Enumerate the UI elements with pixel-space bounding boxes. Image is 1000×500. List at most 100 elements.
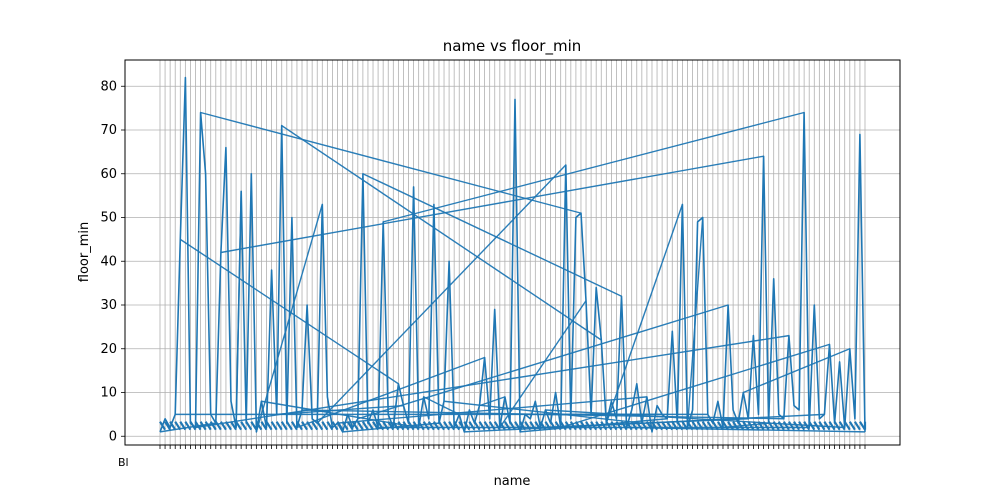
series-segment <box>610 421 618 431</box>
series-segment <box>600 421 608 431</box>
series-segment <box>722 421 729 431</box>
series-segment <box>635 421 643 431</box>
series-segment <box>281 125 602 341</box>
series-segment <box>204 421 212 431</box>
series-segment <box>341 421 349 431</box>
series-segment <box>195 334 790 429</box>
series-segment <box>848 421 856 431</box>
series-segment <box>615 421 623 431</box>
series-segment <box>382 111 805 223</box>
series-segment <box>498 421 506 431</box>
series-segment <box>255 421 263 431</box>
series-segment <box>701 421 709 431</box>
series-segment <box>377 421 385 431</box>
series-segment <box>630 421 638 431</box>
series-segment <box>255 204 323 433</box>
series-segment <box>590 421 598 431</box>
series-segment <box>402 421 410 431</box>
series-segment <box>337 396 647 424</box>
series-segment <box>549 421 557 431</box>
series-segment <box>574 421 582 431</box>
series-segment <box>605 421 613 431</box>
y-axis: 0 10 20 30 40 50 60 70 80 <box>100 79 125 444</box>
series-segment <box>743 348 851 394</box>
series-segment <box>544 421 552 431</box>
series-segment <box>777 421 785 431</box>
series-segment <box>296 356 485 429</box>
series-segment <box>483 421 491 431</box>
series-segment <box>235 191 242 428</box>
series-segment <box>564 421 572 431</box>
series-segment <box>823 421 831 431</box>
series-segment <box>290 421 298 431</box>
series-segment <box>493 421 501 431</box>
plot-area <box>124 59 901 446</box>
series-segment <box>686 217 704 428</box>
y-tick-label: 50 <box>100 211 117 226</box>
series-segment <box>488 421 496 431</box>
series-segment <box>387 421 395 431</box>
series-segment <box>478 421 486 431</box>
series-segment <box>179 238 399 385</box>
series-segment <box>189 421 197 431</box>
series-segment <box>321 421 329 431</box>
series-segment <box>569 421 577 431</box>
series-segment <box>382 421 390 431</box>
series-segment <box>813 421 821 431</box>
series-segment <box>397 421 405 431</box>
series-segment <box>787 421 795 431</box>
series-segment <box>443 400 642 424</box>
series-segment <box>311 421 319 431</box>
series-segment <box>285 421 293 431</box>
series-segment <box>432 421 440 431</box>
series-segment <box>280 421 288 431</box>
series-segment <box>681 421 689 431</box>
series-segment <box>767 421 775 431</box>
series-segment <box>458 421 466 431</box>
series-segment <box>200 111 582 214</box>
series-segment <box>686 421 694 431</box>
series-segment <box>595 421 603 431</box>
series-segment <box>737 421 745 431</box>
series-segment <box>275 421 283 431</box>
series-segment <box>412 421 420 431</box>
series-segment <box>803 421 811 431</box>
series-segment <box>164 421 172 431</box>
series-segment <box>336 421 344 431</box>
series-segment <box>270 421 278 431</box>
series-segment <box>585 421 593 431</box>
series-segment <box>473 421 481 431</box>
series-segment <box>209 421 217 431</box>
series-segment <box>184 421 192 431</box>
series-segment <box>640 421 648 431</box>
series-segment <box>306 421 314 431</box>
series-segment <box>169 421 177 431</box>
series-segment <box>179 421 187 431</box>
series-segment <box>540 418 749 429</box>
series-segment <box>651 421 658 431</box>
x-tick-label: Bl <box>118 456 129 469</box>
series-segment <box>620 421 628 431</box>
series-segment <box>361 421 369 431</box>
series-segment <box>716 421 724 431</box>
series-segment <box>772 421 780 431</box>
series-segment <box>534 421 542 431</box>
y-tick-label: 80 <box>100 79 117 94</box>
series-segment <box>519 421 527 431</box>
series-segment <box>645 421 653 431</box>
series-segment <box>509 421 516 431</box>
series-segment <box>230 421 238 431</box>
x-grid <box>159 60 866 445</box>
series-segment <box>793 421 800 431</box>
series-segment <box>676 421 684 431</box>
series-segment <box>199 421 207 431</box>
series-segment <box>453 421 461 431</box>
x-axis-label: name <box>494 474 531 489</box>
y-tick-label: 60 <box>100 167 117 182</box>
series-line <box>159 76 866 433</box>
series-segment <box>260 421 268 431</box>
series-segment <box>362 173 622 297</box>
series-segment <box>225 421 232 431</box>
series-segment <box>427 421 435 431</box>
